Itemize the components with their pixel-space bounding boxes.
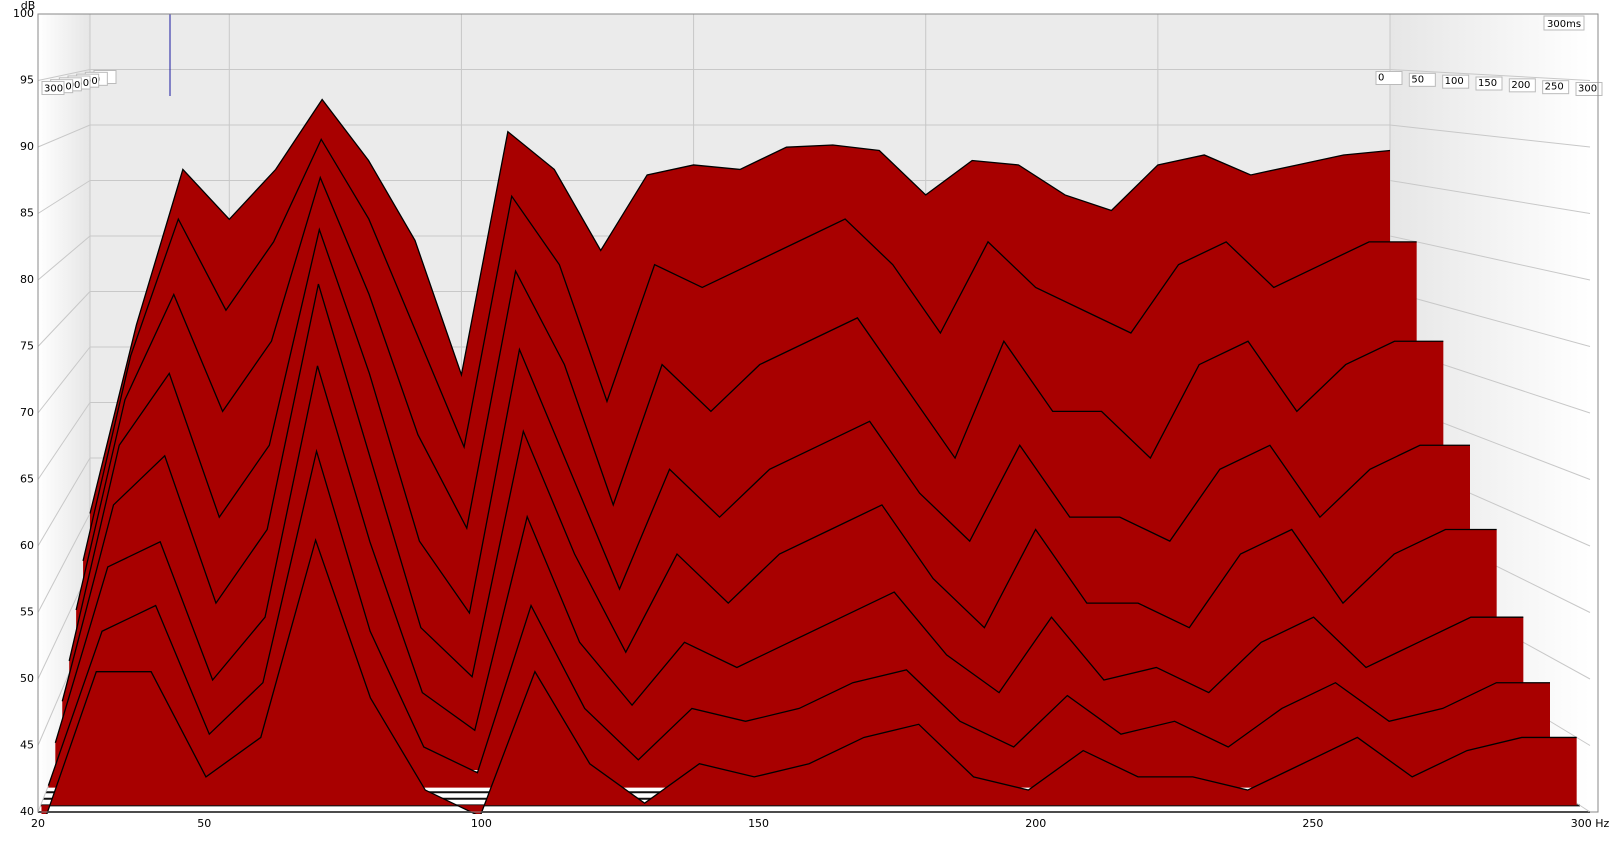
slice-line (47, 448, 1550, 786)
x-tick-label: 300 Hz (1571, 817, 1610, 830)
y-tick-label: 90 (20, 140, 34, 153)
grid-line (37, 346, 91, 414)
grid-line (1389, 235, 1591, 281)
z-tick-box (41, 81, 65, 95)
y-tick-label: 75 (20, 340, 34, 353)
slice-line (68, 227, 1470, 662)
slice-line (82, 137, 1417, 562)
grid-line (1389, 124, 1591, 148)
z-tick-box (1442, 74, 1470, 89)
z-tick-label: 150 (1478, 78, 1497, 89)
grid-line (37, 513, 91, 613)
grid-line (37, 124, 91, 148)
slice-line (61, 283, 1497, 702)
z-tick-label: 300 (1578, 84, 1597, 95)
grid-line (37, 180, 91, 214)
y-tick-label: 40 (20, 805, 34, 818)
y-tick-label: 95 (20, 74, 34, 87)
z-end-box (1543, 15, 1585, 31)
grid-line (37, 457, 91, 547)
y-tick-label: 50 (20, 672, 34, 685)
z-tick-box (1408, 72, 1436, 87)
grid-line (1389, 69, 1591, 81)
grid-line (37, 291, 91, 347)
grid-line (1389, 291, 1591, 347)
z-tick-label: 0 (1378, 73, 1384, 84)
x-tick-label: 200 (1025, 817, 1046, 830)
grid-line (37, 69, 91, 81)
y-tick-label: 55 (20, 606, 34, 619)
grid-line (37, 235, 91, 281)
labels: 40 45 50 55 60 65 70 75 80 85 90 95 100 20 50 100 150 200… (13, 7, 1609, 830)
slice-line (46, 537, 1577, 814)
z-tick-label: 250 (1545, 82, 1564, 93)
slice-line (89, 98, 1391, 514)
slices (41, 98, 1577, 814)
z-end-label: 300ms (1547, 19, 1581, 30)
z-tick-box (1475, 76, 1503, 91)
z-tick-label: 100 (1445, 76, 1464, 87)
y-tick-label: 60 (20, 539, 34, 552)
grid-line (1389, 180, 1591, 214)
y-tick-label: 80 (20, 273, 34, 286)
slice-fill (55, 365, 1524, 770)
slice-line (54, 365, 1524, 744)
y-axis-label: dB (21, 0, 36, 12)
y-tick-label: 100 (13, 7, 34, 20)
slice-fill (62, 284, 1497, 753)
z-tick-label: 200 (1511, 80, 1530, 91)
slice-fill (41, 540, 1577, 814)
z-tick-box (1508, 78, 1536, 93)
slice-line (75, 175, 1444, 611)
y-tick-label: 85 (20, 207, 34, 220)
x-tick-label: 250 (1302, 817, 1323, 830)
x-tick-label: 100 (471, 817, 492, 830)
z-tick-label: 300 (44, 84, 63, 95)
y-tick-label: 65 (20, 473, 34, 486)
y-tick-label: 45 (20, 739, 34, 752)
z-tick-box (1542, 80, 1570, 95)
y-tick-label: 70 (20, 406, 34, 419)
x-tick-label: 20 (31, 817, 45, 830)
z-tick-label: 50 (1411, 74, 1424, 85)
frame (37, 13, 1599, 813)
slice-fill (48, 451, 1550, 788)
x-tick-label: 50 (197, 817, 211, 830)
z-tick-box (1375, 71, 1403, 85)
x-tick-label: 150 (748, 817, 769, 830)
z-tick-box (1575, 82, 1603, 96)
grid-line (37, 402, 91, 480)
